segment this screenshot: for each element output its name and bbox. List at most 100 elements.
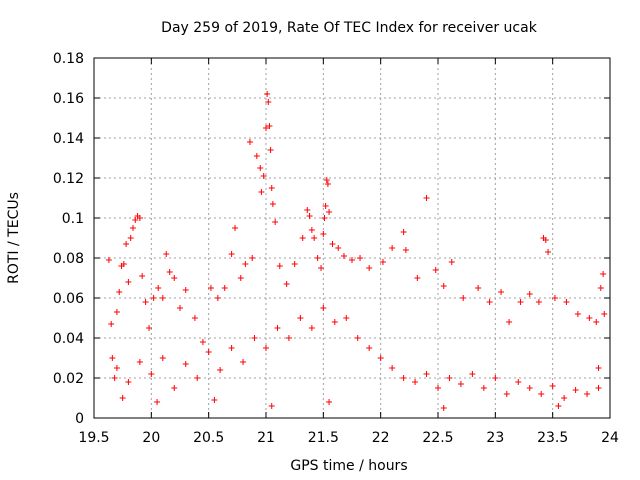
data-point <box>326 209 333 215</box>
data-point <box>400 229 407 235</box>
data-point <box>264 91 271 97</box>
data-point <box>267 147 274 153</box>
data-point <box>194 375 201 381</box>
data-point <box>257 165 264 171</box>
data-point <box>150 295 157 301</box>
data-point <box>311 235 318 241</box>
data-point <box>593 319 600 325</box>
data-point <box>469 371 476 377</box>
data-point <box>211 397 218 403</box>
data-point <box>263 125 269 131</box>
data-point <box>269 201 276 207</box>
data-point <box>379 259 386 265</box>
y-tick-label: 0.12 <box>53 171 84 187</box>
data-point <box>108 321 115 327</box>
data-point <box>308 227 315 233</box>
plot-frame <box>93 57 611 419</box>
data-point <box>323 177 330 183</box>
data-point <box>274 325 281 331</box>
data-point <box>105 257 112 263</box>
data-point <box>266 123 273 129</box>
data-point <box>335 245 342 251</box>
data-point <box>320 231 327 237</box>
chart-title: Day 259 of 2019, Rate Of TEC Index for r… <box>161 20 538 36</box>
data-point <box>432 267 439 273</box>
axis-ticks: 19.5 20 20.5 21 21.5 22 22.5 23 23.5 24 0 0.02 0.04 0… <box>53 51 619 446</box>
data-point <box>123 241 130 247</box>
data-point <box>331 319 338 325</box>
data-point <box>600 271 607 277</box>
data-point <box>343 315 350 321</box>
x-tick-label: 22 <box>372 430 390 446</box>
data-point <box>240 359 247 365</box>
data-point <box>119 395 126 401</box>
data-point <box>159 355 166 361</box>
data-point <box>440 405 447 411</box>
y-tick-label: 0.16 <box>53 91 84 107</box>
data-point <box>584 391 591 397</box>
data-point <box>260 173 267 179</box>
data-point <box>595 385 602 391</box>
data-point <box>116 289 123 295</box>
data-point <box>120 261 127 267</box>
data-point <box>237 275 244 281</box>
data-point <box>111 375 118 381</box>
data-point <box>498 289 505 295</box>
data-point <box>283 281 290 287</box>
data-point <box>526 291 533 297</box>
data-point <box>423 371 430 377</box>
data-point <box>136 215 143 221</box>
data-point <box>357 255 364 261</box>
x-tick-label: 21.5 <box>308 430 339 446</box>
x-tick-label: 23 <box>486 430 504 446</box>
data-point <box>480 385 487 391</box>
x-tick-label: 22.5 <box>422 430 453 446</box>
data-point <box>440 283 447 289</box>
data-point <box>214 295 221 301</box>
data-point <box>551 295 558 301</box>
data-point <box>402 247 409 253</box>
data-point <box>163 251 170 257</box>
data-point <box>517 299 524 305</box>
data-point <box>146 325 153 331</box>
data-point <box>400 375 407 381</box>
data-point <box>268 403 275 409</box>
data-point <box>182 361 189 367</box>
data-point <box>136 359 143 365</box>
data-point <box>503 391 510 397</box>
data-point <box>304 207 311 213</box>
data-point <box>246 139 253 145</box>
data-point <box>113 365 120 371</box>
data-point <box>159 295 166 301</box>
grid-lines <box>94 58 610 418</box>
data-point <box>125 279 132 285</box>
data-point <box>268 185 275 191</box>
data-point <box>265 99 272 105</box>
data-point <box>412 379 419 385</box>
data-point <box>435 385 441 391</box>
data-point <box>561 395 568 401</box>
data-point <box>125 379 132 385</box>
data-point <box>251 335 258 341</box>
data-point <box>154 399 161 405</box>
data-point <box>199 339 206 345</box>
data-point <box>526 385 533 391</box>
data-point <box>545 249 552 255</box>
data-point <box>601 311 608 317</box>
data-point <box>486 299 493 305</box>
y-tick-label: 0.02 <box>53 371 84 387</box>
data-point <box>329 241 336 247</box>
data-point <box>249 255 256 261</box>
data-point <box>217 367 224 373</box>
y-tick-label: 0.1 <box>62 211 84 227</box>
data-point <box>182 287 189 293</box>
data-point <box>572 387 579 393</box>
data-point <box>228 251 235 257</box>
data-point <box>166 269 173 275</box>
data-point <box>297 315 304 321</box>
data-point <box>492 375 499 381</box>
data-point <box>171 275 178 281</box>
data-point <box>132 217 139 223</box>
data-point <box>423 195 430 201</box>
